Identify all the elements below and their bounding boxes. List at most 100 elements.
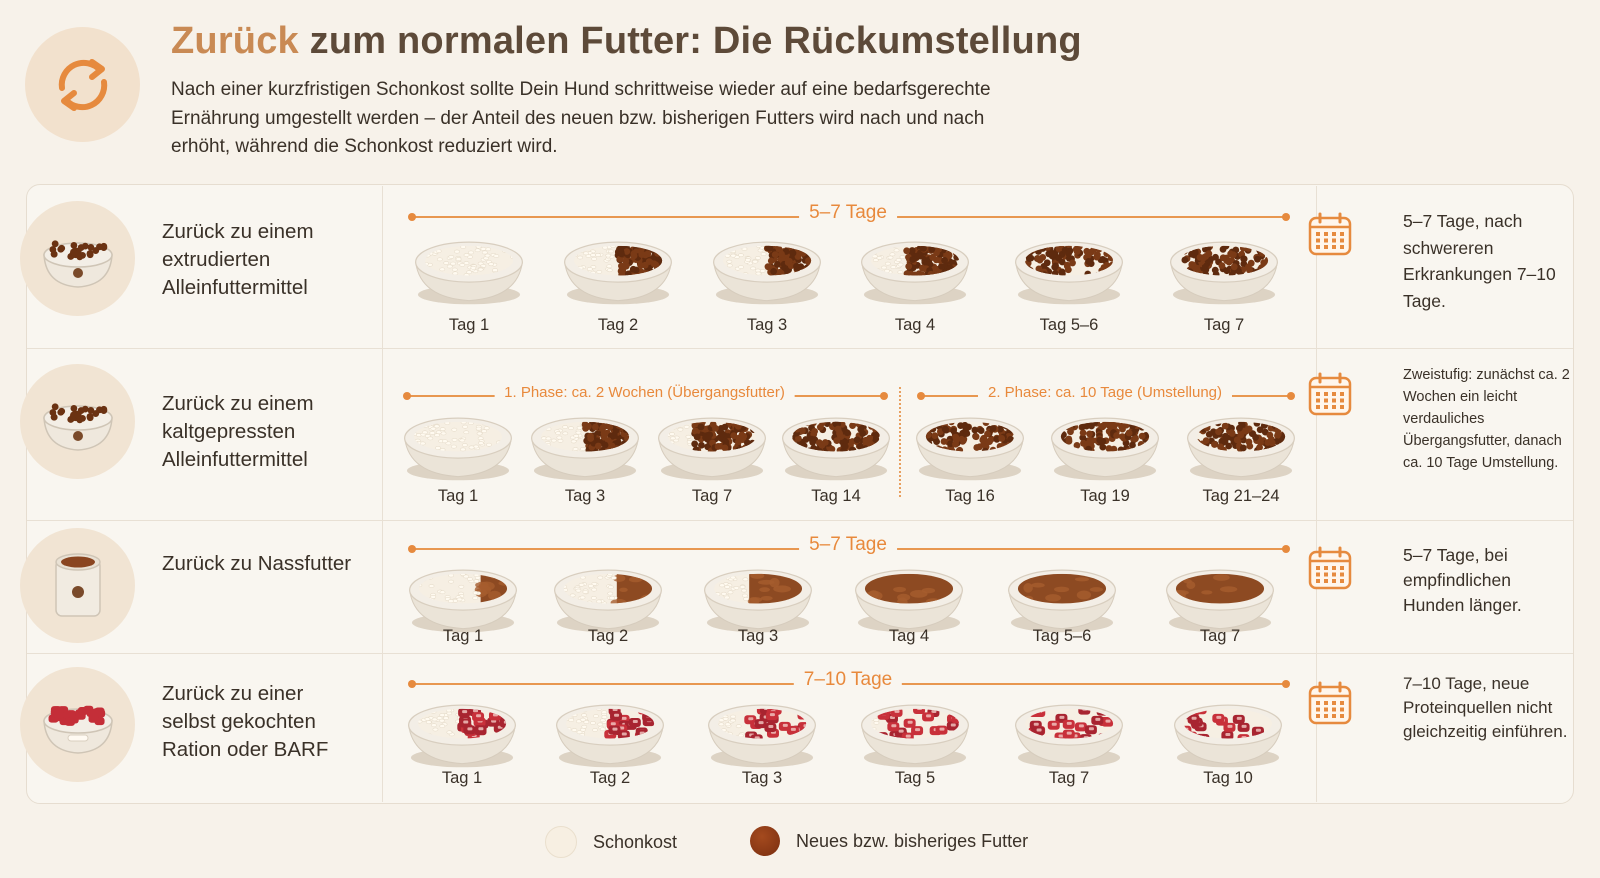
- food-bowl-illustration: [554, 569, 662, 633]
- food-bowl: [1004, 562, 1120, 641]
- food-bowl: [1166, 234, 1282, 313]
- food-bowl: [912, 410, 1028, 489]
- day-label: Tag 7: [1199, 627, 1241, 645]
- row-separator: [27, 653, 1573, 654]
- timeline-endpoint: [1282, 213, 1290, 221]
- row-label: Zurück zu einem extrudierten Alleinfutte…: [162, 220, 314, 299]
- day-label: Tag 3: [564, 487, 606, 505]
- timeline-label: 1. Phase: ca. 2 Wochen (Übergangsfutter): [494, 384, 795, 402]
- duration-note: 5–7 Tage, nach schwereren Erkrankungen 7…: [1403, 211, 1556, 311]
- column-divider: [382, 186, 383, 802]
- food-bowl-illustration: [1187, 417, 1295, 481]
- day-label: Tag 2: [587, 627, 629, 645]
- calendar-glyph: [1308, 212, 1352, 256]
- timeline-endpoint: [1287, 392, 1295, 400]
- duration-note: 7–10 Tage, neue Proteinquellen nicht gle…: [1403, 674, 1568, 741]
- intro-text: Nach einer kurzfristigen Schonkost sollt…: [171, 79, 991, 157]
- food-bowl: [654, 410, 770, 489]
- food-bowl-illustration: [861, 241, 969, 305]
- column-divider: [1316, 186, 1317, 802]
- food-bowl-illustration: [564, 241, 672, 305]
- food-bowl: [704, 697, 820, 776]
- food-bowl-illustration: [708, 704, 816, 768]
- food-bowl: [1011, 697, 1127, 776]
- calendar-icon: [1307, 212, 1355, 263]
- legend-label: Schonkost: [593, 831, 678, 852]
- food-bowl: [1162, 562, 1278, 641]
- food-bowl-illustration: [1015, 704, 1123, 768]
- row-separator: [27, 520, 1573, 521]
- food-bowl-illustration: [1170, 241, 1278, 305]
- day-label: Tag 1: [448, 316, 490, 334]
- food-bowl: [700, 562, 816, 641]
- timeline-endpoint: [408, 213, 416, 221]
- day-label: Tag 1: [441, 769, 483, 787]
- timeline-label: 7–10 Tage: [793, 669, 903, 692]
- calendar-glyph: [1308, 546, 1352, 590]
- calendar-glyph: [1308, 372, 1352, 416]
- legend-label: Neues bzw. bisheriges Futter: [796, 830, 1029, 851]
- day-label: Tag 1: [437, 487, 479, 505]
- food-bowl: [851, 562, 967, 641]
- food-bowl: [778, 410, 894, 489]
- wet-food-can-icon: [54, 552, 101, 617]
- row-separator: [27, 348, 1573, 349]
- day-label: Tag 2: [597, 316, 639, 334]
- day-label: Tag 14: [811, 487, 861, 505]
- timeline-label: 2. Phase: ca. 10 Tage (Umstellung): [977, 384, 1233, 402]
- row-label: Zurück zu einer selbst gekochten Ration …: [162, 682, 329, 761]
- legend-item-schonkost: Schonkost: [545, 826, 677, 858]
- row-label: Zurück zu Nassfutter: [162, 552, 352, 575]
- day-label: Tag 10: [1203, 769, 1253, 787]
- timeline-endpoint: [917, 392, 925, 400]
- timeline-endpoint: [880, 392, 888, 400]
- food-bowl-illustration: [1174, 704, 1282, 768]
- day-label: Tag 21–24: [1202, 487, 1280, 505]
- food-bowl: [1183, 410, 1299, 489]
- food-bowl-illustration: [916, 417, 1024, 481]
- legend-swatch-schonkost: [545, 826, 577, 858]
- food-bowl-illustration: [415, 241, 523, 305]
- refresh-cycle-icon: [58, 58, 107, 111]
- food-bowl-illustration: [1166, 569, 1274, 633]
- food-bowl: [552, 697, 668, 776]
- day-label: Tag 3: [741, 769, 783, 787]
- calendar-glyph: [1308, 681, 1352, 725]
- kibble-bowl-badge: [20, 201, 135, 316]
- legend-swatch-new-food: [750, 826, 780, 856]
- kibble-bowl-icon: [42, 239, 113, 288]
- header-icon-badge: [25, 27, 140, 142]
- food-bowl: [411, 234, 527, 313]
- day-label: Tag 5–6: [1032, 627, 1092, 645]
- food-bowl-illustration: [704, 569, 812, 633]
- row-label: Zurück zu einem kaltgepressten Alleinfut…: [162, 392, 314, 471]
- food-bowl-illustration: [408, 704, 516, 768]
- food-bowl: [1170, 697, 1286, 776]
- food-bowl-illustration: [1051, 417, 1159, 481]
- timeline-label: 5–7 Tage: [799, 534, 897, 557]
- calendar-icon: [1307, 546, 1355, 597]
- duration-note: Zweistufig: zunächst ca. 2 Wochen ein le…: [1403, 367, 1570, 471]
- timeline-endpoint: [1282, 680, 1290, 688]
- day-label: Tag 5–6: [1039, 316, 1099, 334]
- food-bowl: [709, 234, 825, 313]
- food-bowl: [560, 234, 676, 313]
- food-bowl-illustration: [556, 704, 664, 768]
- day-label: Tag 3: [737, 627, 779, 645]
- food-bowl: [857, 234, 973, 313]
- food-bowl: [405, 562, 521, 641]
- kibble-bowl-badge: [20, 364, 135, 479]
- food-bowl: [550, 562, 666, 641]
- duration-note: 5–7 Tage, bei empfindlichen Hunden länge…: [1403, 545, 1522, 615]
- food-bowl: [400, 410, 516, 489]
- day-label: Tag 2: [589, 769, 631, 787]
- food-bowl: [857, 697, 973, 776]
- title-accent: Zurück: [171, 20, 299, 62]
- food-bowl-illustration: [531, 417, 639, 481]
- timeline-endpoint: [1282, 545, 1290, 553]
- title-rest: zum normalen Futter: Die Rückumstellung: [298, 20, 1082, 62]
- phase-divider: [899, 387, 901, 497]
- day-label: Tag 19: [1080, 487, 1130, 505]
- timeline-label: 5–7 Tage: [799, 202, 897, 225]
- food-bowl: [1047, 410, 1163, 489]
